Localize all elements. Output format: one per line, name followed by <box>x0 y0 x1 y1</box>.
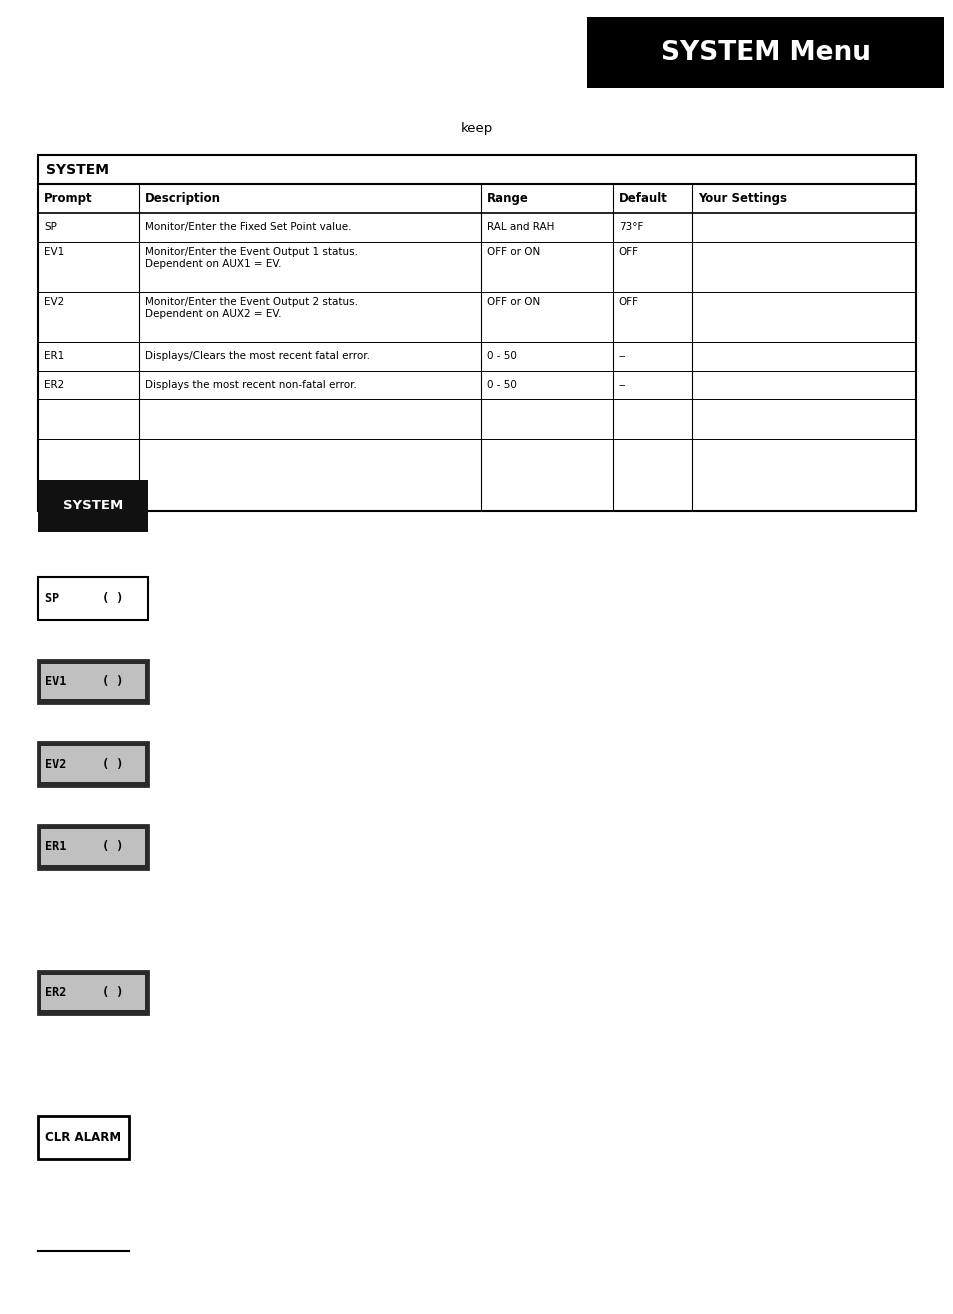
FancyBboxPatch shape <box>38 825 148 869</box>
Text: Description: Description <box>145 192 220 205</box>
Text: OFF: OFF <box>618 297 639 307</box>
Text: SYSTEM: SYSTEM <box>46 163 109 176</box>
Text: 0 - 50: 0 - 50 <box>487 351 517 361</box>
Text: --: -- <box>618 351 625 361</box>
Text: EV2: EV2 <box>44 297 64 307</box>
Text: 0 - 50: 0 - 50 <box>487 380 517 390</box>
FancyBboxPatch shape <box>41 829 145 865</box>
Text: RAL and RAH: RAL and RAH <box>487 222 554 233</box>
Text: Monitor/Enter the Fixed Set Point value.: Monitor/Enter the Fixed Set Point value. <box>145 222 351 233</box>
FancyBboxPatch shape <box>38 1116 129 1159</box>
Text: ER1     ( ): ER1 ( ) <box>45 841 123 853</box>
Text: OFF or ON: OFF or ON <box>487 297 539 307</box>
Text: EV1     ( ): EV1 ( ) <box>45 675 123 687</box>
Text: SP      ( ): SP ( ) <box>45 593 123 604</box>
FancyBboxPatch shape <box>38 971 148 1014</box>
FancyBboxPatch shape <box>41 664 145 699</box>
Text: OFF: OFF <box>618 247 639 258</box>
Text: keep: keep <box>460 122 493 135</box>
Text: SP: SP <box>44 222 56 233</box>
Text: ER2     ( ): ER2 ( ) <box>45 987 123 999</box>
Text: Displays/Clears the most recent fatal error.: Displays/Clears the most recent fatal er… <box>145 351 370 361</box>
Text: SYSTEM Menu: SYSTEM Menu <box>659 39 870 66</box>
Text: Monitor/Enter the Event Output 1 status.
Dependent on AUX1 = EV.: Monitor/Enter the Event Output 1 status.… <box>145 247 357 268</box>
Text: Monitor/Enter the Event Output 2 status.
Dependent on AUX2 = EV.: Monitor/Enter the Event Output 2 status.… <box>145 297 357 318</box>
Text: 73°F: 73°F <box>618 222 642 233</box>
Text: Displays the most recent non-fatal error.: Displays the most recent non-fatal error… <box>145 380 356 390</box>
FancyBboxPatch shape <box>38 660 148 703</box>
FancyBboxPatch shape <box>38 577 148 620</box>
Text: EV2     ( ): EV2 ( ) <box>45 758 123 770</box>
FancyBboxPatch shape <box>41 746 145 782</box>
Text: SYSTEM: SYSTEM <box>63 499 123 512</box>
FancyBboxPatch shape <box>586 17 943 88</box>
Text: ER1: ER1 <box>44 351 64 361</box>
Text: ER2: ER2 <box>44 380 64 390</box>
FancyBboxPatch shape <box>38 742 148 786</box>
Text: Your Settings: Your Settings <box>697 192 786 205</box>
Text: Range: Range <box>487 192 528 205</box>
Text: EV1: EV1 <box>44 247 64 258</box>
FancyBboxPatch shape <box>41 975 145 1010</box>
Text: Default: Default <box>618 192 667 205</box>
Text: CLR ALARM: CLR ALARM <box>46 1131 121 1143</box>
FancyBboxPatch shape <box>38 480 148 532</box>
FancyBboxPatch shape <box>38 155 915 511</box>
Text: --: -- <box>618 380 625 390</box>
Text: Prompt: Prompt <box>44 192 92 205</box>
Text: OFF or ON: OFF or ON <box>487 247 539 258</box>
